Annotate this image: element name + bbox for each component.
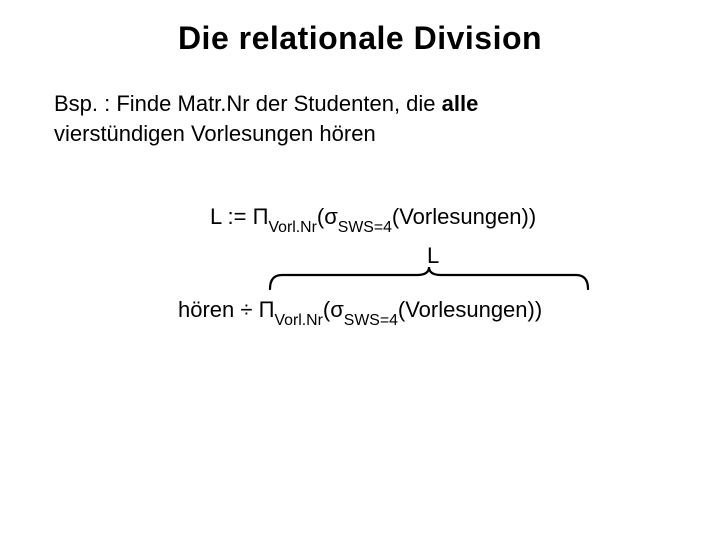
body-line1-a: Bsp. : Finde Matr.Nr der Studenten, die [54, 91, 442, 116]
f2-sigma: σ [330, 297, 344, 322]
f2-pi: Π [259, 297, 275, 322]
f2-div: ÷ [240, 297, 252, 322]
f1-pi: Π [253, 204, 269, 229]
f1-pi-sub: Vorl.Nr [269, 219, 317, 236]
formula-2: hören ÷ ΠVorl.Nr(σSWS=4(Vorlesungen)) [0, 291, 720, 327]
body-line1-b: alle [442, 91, 479, 116]
formula-1: L := ΠVorl.Nr(σSWS=4(Vorlesungen)) [0, 148, 720, 234]
f1-prefix: L := [210, 204, 253, 229]
brace-section: L [0, 235, 720, 291]
f2-sigma-sub: SWS=4 [344, 312, 398, 329]
f2-rest: (Vorlesungen)) [398, 297, 542, 322]
f2-pi-sub: Vorl.Nr [274, 312, 322, 329]
f1-sigma: σ [324, 204, 338, 229]
f2-hoeren: hören [178, 297, 240, 322]
body-line2: vierstündigen Vorlesungen hören [54, 121, 376, 146]
example-text: Bsp. : Finde Matr.Nr der Studenten, die … [0, 57, 720, 148]
page-title: Die relationale Division [0, 0, 720, 57]
brace-label: L [427, 243, 439, 269]
f1-rest: (Vorlesungen)) [392, 204, 536, 229]
f1-sigma-sub: SWS=4 [338, 219, 392, 236]
